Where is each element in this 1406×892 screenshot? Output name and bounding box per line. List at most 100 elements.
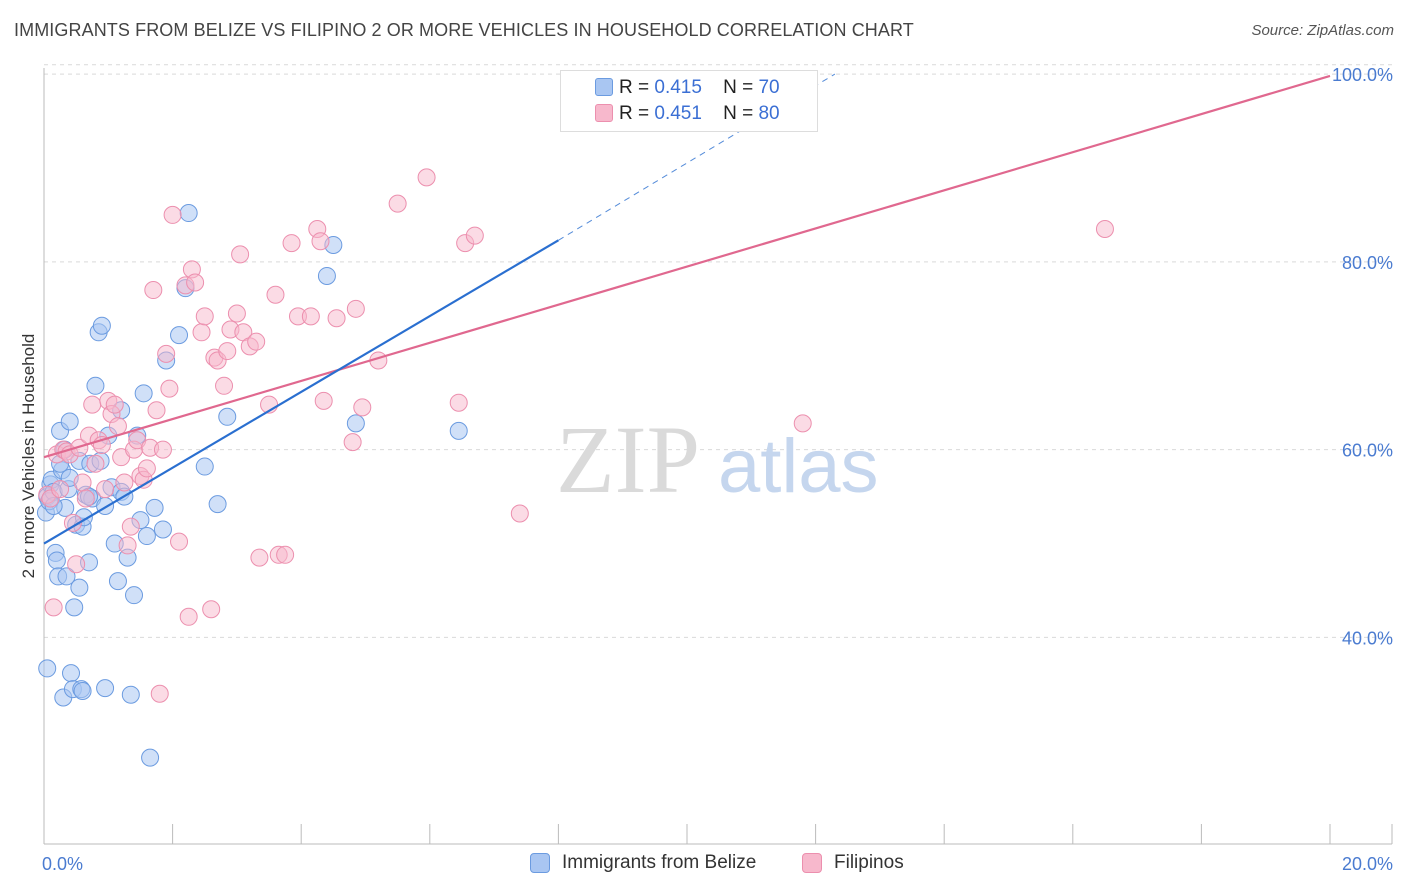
x-tick-label: 20.0% <box>1342 854 1393 874</box>
point-filipinos <box>388 194 407 213</box>
point-filipinos <box>195 307 214 326</box>
bottom-legend: Immigrants from Belize Filipinos <box>0 852 1406 878</box>
y-tick-label: 60.0% <box>1342 441 1393 461</box>
point-belize <box>70 578 89 597</box>
point-filipinos <box>276 545 295 564</box>
point-filipinos <box>353 398 372 417</box>
source-credit: Source: ZipAtlas.com <box>1251 22 1394 39</box>
chart-title: IMMIGRANTS FROM BELIZE VS FILIPINO 2 OR … <box>14 20 914 40</box>
point-belize <box>65 598 84 617</box>
point-filipinos <box>227 304 246 323</box>
legend-swatch-belize <box>595 78 613 96</box>
x-tick-label: 0.0% <box>42 854 83 874</box>
point-filipinos <box>73 473 92 492</box>
point-filipinos <box>311 232 330 251</box>
point-filipinos <box>218 342 237 361</box>
point-filipinos <box>250 548 269 567</box>
legend-n-value: 80 <box>758 103 780 124</box>
legend-r-value: 0.451 <box>654 103 702 124</box>
point-filipinos <box>63 513 82 532</box>
trend-line-belize <box>43 239 559 545</box>
point-belize <box>137 527 156 546</box>
point-filipinos <box>147 401 166 420</box>
point-belize <box>47 551 66 570</box>
point-belize <box>218 407 237 426</box>
y-tick-label: 40.0% <box>1342 628 1393 648</box>
point-belize <box>60 412 79 431</box>
point-belize <box>73 681 92 700</box>
watermark-zip: ZIP <box>556 406 700 513</box>
point-filipinos <box>121 517 140 536</box>
point-belize <box>449 421 468 440</box>
point-filipinos <box>118 536 137 555</box>
point-filipinos <box>105 395 124 414</box>
point-filipinos <box>108 417 127 436</box>
point-belize <box>317 266 336 285</box>
point-filipinos <box>44 598 63 617</box>
legend-n-value: 70 <box>758 77 780 98</box>
tick-labels: 40.0% 60.0% 80.0% 100.0% 0.0% 20.0% <box>42 65 1393 874</box>
point-filipinos <box>449 393 468 412</box>
point-filipinos <box>51 480 70 499</box>
point-filipinos <box>157 344 176 363</box>
point-belize <box>179 204 198 223</box>
point-belize <box>62 664 81 683</box>
trend-line-filipinos <box>43 74 1331 459</box>
point-filipinos <box>314 391 333 410</box>
y-tick-label: 100.0% <box>1332 65 1393 85</box>
point-filipinos <box>417 168 436 187</box>
point-belize <box>195 457 214 476</box>
point-belize <box>125 586 144 605</box>
bottom-legend-filipinos: Filipinos <box>802 852 904 874</box>
point-filipinos <box>179 607 198 626</box>
legend-r-label: R = <box>619 77 650 98</box>
point-belize <box>92 316 111 335</box>
bottom-legend-belize: Immigrants from Belize <box>530 852 756 874</box>
point-filipinos <box>76 489 95 508</box>
point-belize <box>121 685 140 704</box>
point-belize <box>96 679 115 698</box>
watermark: ZIP atlas <box>556 406 879 513</box>
legend-swatch-filipinos <box>595 104 613 122</box>
point-filipinos <box>247 332 266 351</box>
point-belize <box>108 572 127 591</box>
point-filipinos <box>150 684 169 703</box>
point-filipinos <box>86 454 105 473</box>
point-filipinos <box>115 473 134 492</box>
point-filipinos <box>160 379 179 398</box>
axes <box>43 68 1393 845</box>
point-filipinos <box>96 480 115 499</box>
gridlines <box>44 64 1392 638</box>
legend-row-filipinos: R = 0.451 N = 80 <box>595 102 780 126</box>
bottom-legend-swatch-filipinos <box>802 853 822 873</box>
point-filipinos <box>327 309 346 328</box>
point-filipinos <box>346 299 365 318</box>
legend-r-value: 0.415 <box>654 77 702 98</box>
point-filipinos <box>186 273 205 292</box>
point-filipinos <box>153 440 172 459</box>
point-belize <box>86 376 105 395</box>
point-belize <box>134 384 153 403</box>
point-filipinos <box>192 323 211 342</box>
point-filipinos <box>137 459 156 478</box>
point-belize <box>145 498 164 517</box>
point-filipinos <box>282 234 301 253</box>
point-belize <box>141 748 160 767</box>
legend-n-label: N = <box>723 103 754 124</box>
point-filipinos <box>465 226 484 245</box>
point-filipinos <box>1095 220 1114 239</box>
point-belize <box>153 520 172 539</box>
point-filipinos <box>793 414 812 433</box>
bottom-legend-label-belize: Immigrants from Belize <box>562 852 757 873</box>
legend-n-label: N = <box>723 77 754 98</box>
point-filipinos <box>163 205 182 224</box>
point-belize <box>57 567 76 586</box>
bottom-legend-swatch-belize <box>530 853 550 873</box>
point-filipinos <box>144 281 163 300</box>
point-belize <box>170 326 189 345</box>
point-filipinos <box>83 395 102 414</box>
point-belize <box>38 659 57 678</box>
point-filipinos <box>301 307 320 326</box>
stats-legend: R = 0.415 N = 70 R = 0.451 N = 80 <box>560 70 818 132</box>
